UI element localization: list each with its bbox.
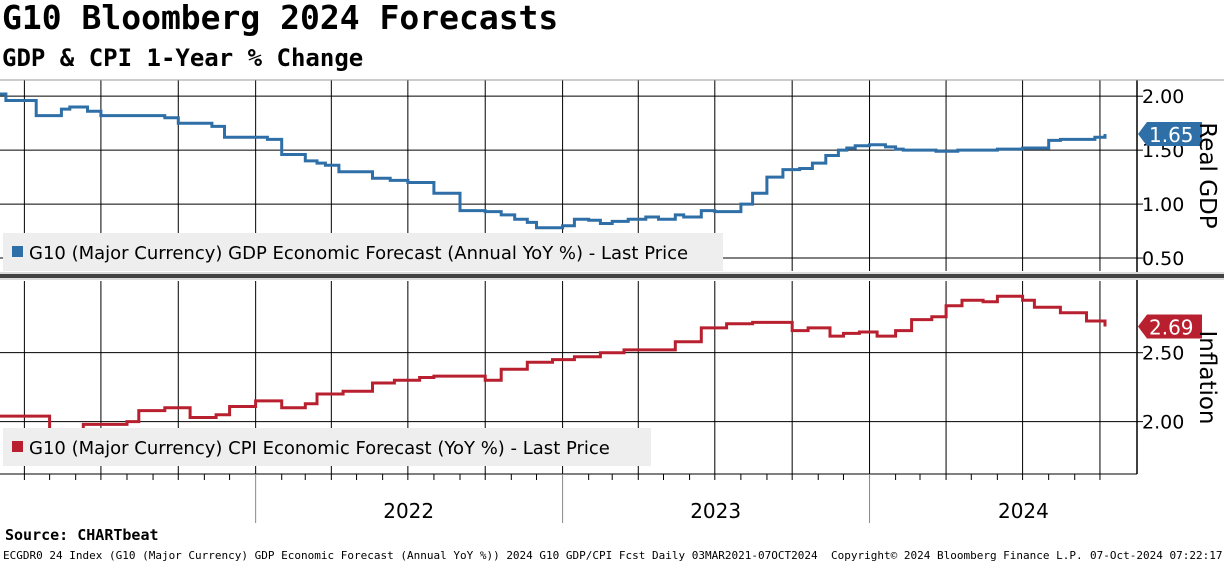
- cpi-series-line: [0, 294, 1107, 437]
- axes-layer: 0.501.001.502.001.65 Real GDP2.002.502.69…: [0, 79, 1224, 523]
- y-tick-label: 2.00: [1142, 412, 1184, 434]
- last-price-label: 1.65: [1149, 123, 1194, 147]
- x-tick-label: 2022: [383, 499, 434, 523]
- legend-label: G10 (Major Currency) GDP Economic Foreca…: [29, 243, 688, 264]
- legend-swatch: [12, 441, 23, 452]
- chart-subtitle: GDP & CPI 1-Year % Change: [2, 44, 364, 72]
- chart-title: G10 Bloomberg 2024 Forecasts: [2, 0, 559, 37]
- source-note: Source: CHARTbeat: [5, 526, 159, 544]
- y-tick-label: 1.00: [1142, 194, 1184, 216]
- legend-box: [3, 428, 651, 466]
- y-axis-title: Real GDP: [1194, 122, 1220, 228]
- legend-swatch: [12, 246, 23, 257]
- cpi-last-price-tag: [1138, 314, 1202, 339]
- footer-copyright: Copyright© 2024 Bloomberg Finance L.P.: [831, 549, 1083, 562]
- footer-description: ECGDR0 24 Index (G10 (Major Currency) GD…: [3, 549, 818, 562]
- series-layer: [0, 92, 1107, 437]
- y-axis-title: Inflation: [1194, 331, 1220, 425]
- legend-layer: G10 (Major Currency) GDP Economic Foreca…: [3, 233, 723, 466]
- gdp-series-line: [0, 92, 1107, 230]
- legend-label: G10 (Major Currency) CPI Economic Foreca…: [29, 438, 610, 459]
- last-price-label: 2.69: [1149, 315, 1194, 339]
- y-tick-label: 2.00: [1142, 86, 1184, 108]
- y-tick-label: 2.50: [1142, 343, 1184, 365]
- footer-timestamp: 07-Oct-2024 07:22:17: [1090, 549, 1223, 562]
- legend-box: [3, 233, 723, 271]
- x-tick-label: 2023: [690, 499, 741, 523]
- gdp-last-price-tag: [1138, 121, 1202, 146]
- x-tick-label: 2024: [998, 499, 1049, 523]
- y-tick-label: 0.50: [1142, 248, 1184, 270]
